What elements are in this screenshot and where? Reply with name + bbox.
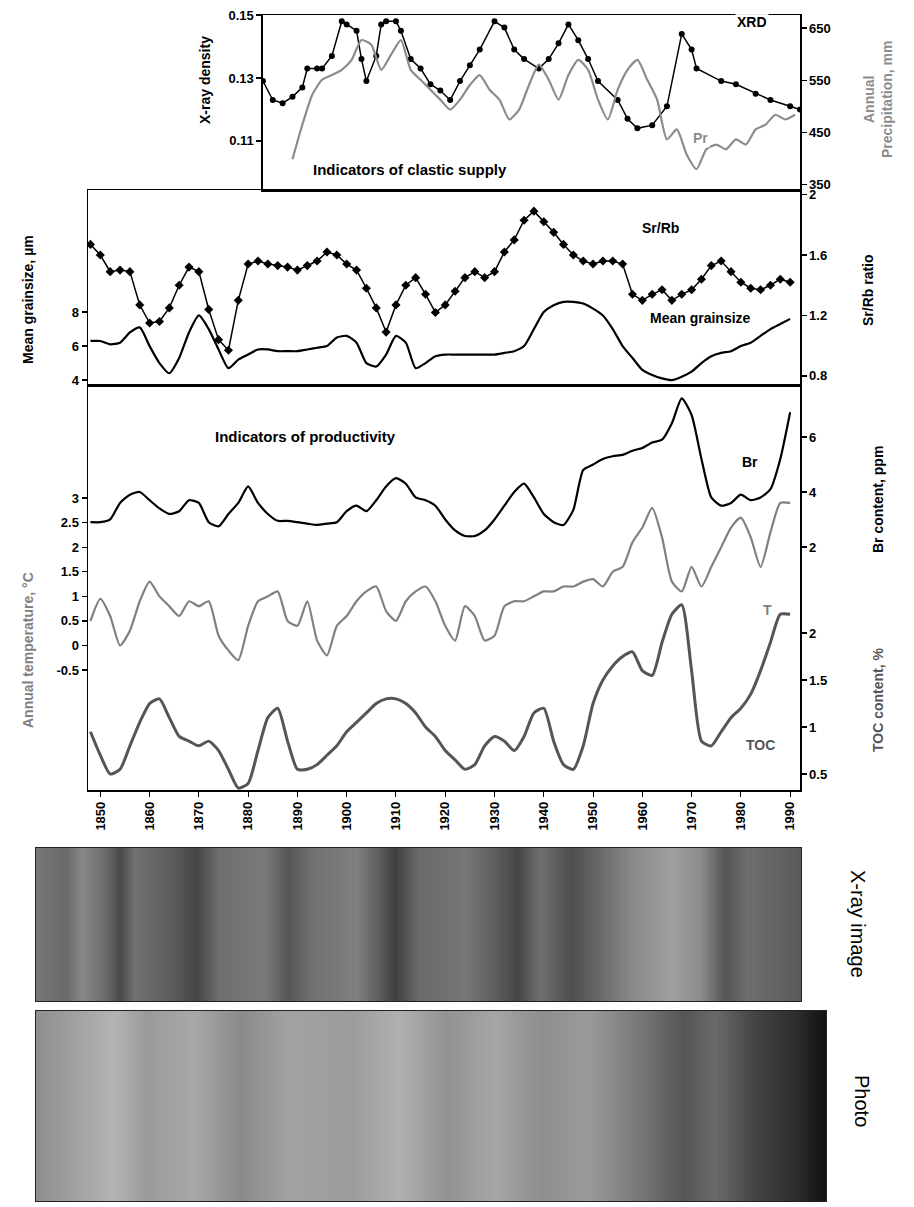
svg-text:X-ray density: X-ray density (197, 36, 213, 124)
svg-text:0.8: 0.8 (809, 368, 827, 383)
svg-text:Indicators of clastic supply: Indicators of clastic supply (313, 161, 507, 178)
svg-text:1870: 1870 (191, 802, 206, 831)
svg-text:2: 2 (809, 626, 816, 641)
svg-text:1: 1 (809, 720, 816, 735)
svg-text:1.2: 1.2 (809, 308, 827, 323)
svg-text:AnnualPrecipitation, mm: AnnualPrecipitation, mm (861, 41, 895, 158)
svg-text:Br content, ppm: Br content, ppm (870, 446, 886, 553)
svg-text:1.5: 1.5 (61, 564, 79, 579)
svg-text:1920: 1920 (437, 802, 452, 831)
svg-text:1940: 1940 (536, 802, 551, 831)
svg-text:Pr: Pr (693, 130, 708, 146)
svg-text:TOC content, %: TOC content, % (870, 647, 886, 752)
svg-text:1960: 1960 (635, 802, 650, 831)
svg-text:Mean grainsize, µm: Mean grainsize, µm (20, 235, 36, 364)
svg-text:4: 4 (809, 485, 817, 500)
svg-text:Br: Br (742, 454, 758, 470)
svg-text:Sr/Rb: Sr/Rb (642, 220, 679, 236)
svg-text:6: 6 (809, 430, 816, 445)
svg-text:1990: 1990 (782, 802, 797, 831)
svg-text:1850: 1850 (93, 802, 108, 831)
html-text:Photo: Photo (851, 1075, 873, 1128)
svg-text:550: 550 (809, 73, 831, 88)
svg-text:1860: 1860 (142, 802, 157, 831)
svg-text:-0.5: -0.5 (56, 663, 78, 678)
svg-text:350: 350 (809, 177, 831, 192)
svg-text:2: 2 (809, 540, 816, 555)
svg-text:Sr/Rb ratio: Sr/Rb ratio (860, 254, 876, 326)
svg-text:2: 2 (809, 187, 816, 202)
svg-text:T: T (763, 602, 772, 618)
svg-text:TOC: TOC (746, 737, 775, 753)
svg-text:4: 4 (72, 373, 80, 388)
svg-text:6: 6 (72, 339, 79, 354)
svg-text:0.15: 0.15 (229, 8, 254, 23)
svg-text:450: 450 (809, 125, 831, 140)
svg-text:650: 650 (809, 21, 831, 36)
svg-text:0: 0 (72, 638, 79, 653)
svg-text:0.5: 0.5 (61, 613, 79, 628)
svg-text:1950: 1950 (585, 802, 600, 831)
svg-text:XRD: XRD (737, 14, 767, 30)
svg-text:Indicators of productivity: Indicators of productivity (215, 428, 396, 445)
svg-text:3: 3 (72, 491, 79, 506)
svg-text:Annual temperature, °C: Annual temperature, °C (20, 572, 36, 728)
svg-text:1890: 1890 (290, 802, 305, 831)
svg-text:0.11: 0.11 (229, 133, 254, 148)
svg-text:0.5: 0.5 (809, 767, 827, 782)
svg-text:1880: 1880 (240, 802, 255, 831)
svg-text:1: 1 (72, 589, 79, 604)
svg-text:8: 8 (72, 305, 79, 320)
svg-text:1910: 1910 (388, 802, 403, 831)
svg-text:0.13: 0.13 (229, 71, 254, 86)
svg-text:1980: 1980 (733, 802, 748, 831)
svg-text:1.6: 1.6 (809, 248, 827, 263)
svg-text:2: 2 (72, 540, 79, 555)
svg-text:2.5: 2.5 (61, 515, 79, 530)
html-text:X-ray image: X-ray image (847, 870, 869, 978)
svg-text:1.5: 1.5 (809, 673, 827, 688)
svg-text:Mean grainsize: Mean grainsize (650, 310, 751, 326)
svg-text:1970: 1970 (684, 802, 699, 831)
svg-text:1930: 1930 (487, 802, 502, 831)
svg-text:1900: 1900 (339, 802, 354, 831)
